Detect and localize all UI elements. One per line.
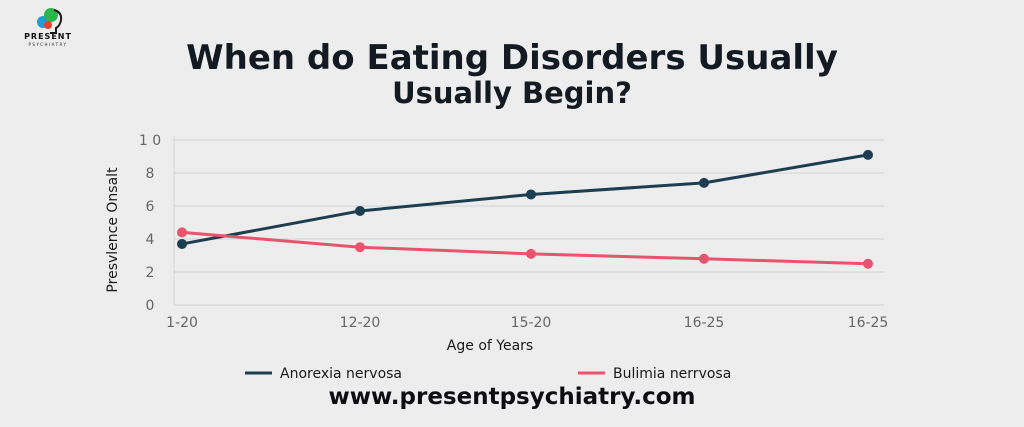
x-tick-label: 16-25	[684, 315, 725, 331]
series-line-anorexia	[181, 153, 869, 246]
y-tick-label: 0	[146, 298, 155, 314]
data-point	[526, 189, 536, 200]
logo-name: PRESENT	[24, 32, 72, 41]
series-line-bulimia	[181, 230, 869, 266]
x-tick-label: 1-20	[166, 315, 198, 331]
x-tick-label: 16-25	[848, 315, 889, 331]
x-tick-label: 15-20	[511, 315, 552, 331]
data-point	[177, 227, 187, 238]
y-tick-label: 8	[146, 166, 155, 182]
logo-head-icon	[37, 8, 63, 34]
y-tick-label: 6	[146, 199, 155, 215]
chart-title-line-1: When do Eating Disorders Usually	[186, 38, 838, 78]
y-tick-label: 4	[146, 232, 155, 248]
data-point	[526, 248, 536, 259]
data-point	[355, 242, 365, 253]
chart-title-line-2: Usually Begin?	[392, 76, 632, 110]
data-point	[355, 205, 365, 216]
logo: PRESENT PSYCHIATRY	[12, 4, 82, 48]
y-tick-label: 2	[146, 265, 155, 281]
y-tick-label: 1 0	[139, 133, 161, 149]
data-point	[177, 238, 187, 249]
website-url[interactable]: www.presentpsychiatry.com	[328, 384, 696, 410]
x-axis-label: Age of Years	[447, 338, 533, 354]
legend-label: Anorexia nervosa	[280, 366, 402, 382]
data-point	[863, 149, 873, 160]
data-point	[863, 258, 873, 269]
data-point	[699, 177, 709, 188]
legend-label: Bulimia nerrvosa	[613, 366, 731, 382]
logo-subtitle: PSYCHIATRY	[28, 42, 68, 47]
data-point	[699, 253, 709, 264]
x-tick-label: 12-20	[340, 315, 381, 331]
y-axis-label: Presvlence Onsalt	[105, 167, 121, 293]
